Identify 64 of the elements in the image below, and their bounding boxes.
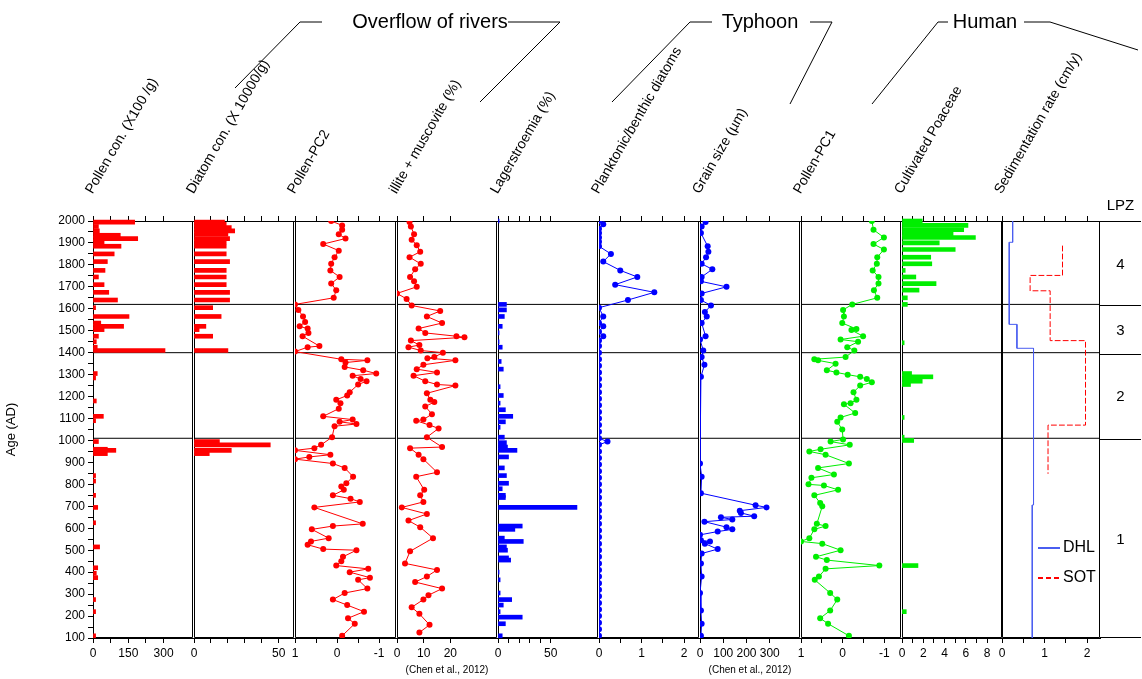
- x-tick-label: 150: [118, 645, 139, 660]
- text: 2: [1115, 387, 1126, 406]
- x-tick-label: 10: [416, 645, 431, 660]
- x-tick-label: 0: [839, 645, 847, 660]
- y-tick-label: 1100: [59, 410, 86, 425]
- x-tick-label: 200: [736, 645, 757, 660]
- x-tick-label: 300: [759, 645, 781, 660]
- y-tick-label: 100: [64, 630, 86, 645]
- y-tick-label: 2000: [58, 213, 86, 228]
- x-tick-label: 100: [713, 645, 734, 660]
- x-tick-label: 4: [941, 645, 949, 660]
- y-tick-label: 200: [64, 608, 86, 623]
- x-tick-label: 2: [680, 645, 688, 660]
- x-tick-label: 0: [393, 645, 401, 660]
- text: (Chen et al., 2012): [404, 664, 490, 675]
- legend-label: SOT: [1063, 568, 1097, 586]
- x-tick-label: 50: [272, 645, 286, 660]
- legend-label: DHL: [1063, 538, 1096, 556]
- y-axis-title: Age (AD): [3, 402, 19, 457]
- y-tick-label: 1700: [58, 279, 86, 294]
- text: (Chen et al., 2012): [707, 664, 793, 675]
- x-tick-label: 0: [696, 645, 704, 660]
- y-tick-label: 1600: [58, 301, 86, 316]
- y-tick-label: 900: [64, 454, 86, 469]
- text: 1: [1115, 530, 1126, 549]
- x-tick-label: -1: [879, 645, 890, 660]
- y-tick-label: 1900: [58, 235, 86, 250]
- text: Overflow of rivers: [351, 10, 509, 33]
- x-tick-label: 2: [1083, 645, 1091, 660]
- x-tick-label: 0: [998, 645, 1006, 660]
- x-tick-label: 1: [638, 645, 646, 660]
- x-tick-label: 0: [595, 645, 603, 660]
- text: LPZ: [1105, 196, 1136, 213]
- x-tick-label: 0: [190, 645, 198, 660]
- text: Typhoon: [720, 10, 800, 33]
- y-tick-label: 1200: [58, 388, 86, 403]
- x-tick-label: 0: [89, 645, 97, 660]
- y-tick-label: 500: [64, 542, 86, 557]
- y-tick-label: 1000: [58, 432, 86, 447]
- y-tick-label: 400: [64, 564, 86, 579]
- y-tick-label: 300: [64, 586, 86, 601]
- x-tick-label: 0: [494, 645, 502, 660]
- x-tick-label: 20: [443, 645, 458, 660]
- x-tick-label: 6: [962, 645, 970, 660]
- x-tick-label: 0: [333, 645, 341, 660]
- y-tick-label: 700: [64, 498, 86, 513]
- x-tick-label: 300: [153, 645, 174, 660]
- x-tick-label: 8: [983, 645, 991, 660]
- text: Human: [951, 10, 1019, 33]
- text: 4: [1115, 254, 1126, 273]
- y-tick-label: 1500: [58, 323, 86, 338]
- y-tick-label: 800: [64, 476, 86, 491]
- x-tick-label: 50: [543, 645, 558, 660]
- x-tick-label: 1: [291, 645, 299, 660]
- x-tick-label: 1: [797, 645, 805, 660]
- x-tick-label: 1: [1041, 645, 1049, 660]
- x-tick-label: -1: [373, 645, 385, 660]
- y-tick-label: 600: [64, 520, 86, 535]
- x-tick-label: 0: [898, 645, 906, 660]
- y-tick-label: 1800: [58, 257, 86, 272]
- text: 3: [1115, 320, 1126, 339]
- y-tick-label: 1300: [58, 366, 86, 381]
- y-tick-label: 1400: [58, 345, 86, 359]
- x-tick-label: 2: [919, 645, 927, 660]
